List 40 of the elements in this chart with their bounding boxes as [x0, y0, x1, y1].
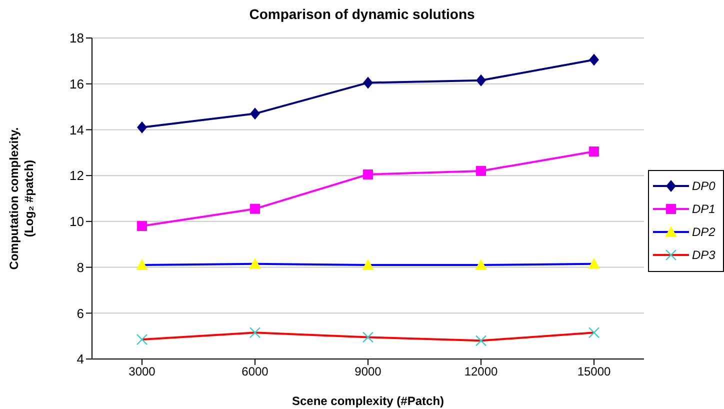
legend-label: DP2 [692, 225, 716, 239]
chart-title: Comparison of dynamic solutions [248, 6, 476, 22]
point [589, 54, 599, 66]
point [249, 258, 261, 269]
x-tick-label: 6000 [242, 364, 269, 379]
y-tick-label: 18 [70, 30, 84, 46]
y-tick-label: 8 [76, 260, 84, 275]
point [362, 258, 374, 270]
point [476, 74, 486, 86]
point [136, 258, 148, 270]
point [362, 332, 374, 343]
x-axis-title: Scene complexity (#Patch) [292, 394, 444, 408]
legend-label: DP1 [692, 202, 716, 216]
x-tick-label: 3000 [128, 364, 156, 379]
point [137, 121, 147, 134]
point [476, 166, 486, 176]
legend-label: DP0 [692, 179, 716, 193]
y-tick-label: 6 [76, 306, 84, 321]
point [475, 258, 487, 270]
y-tick-label: 16 [70, 76, 84, 92]
point [137, 221, 147, 232]
point [588, 258, 600, 269]
y-tick-label: 12 [70, 168, 84, 184]
point [588, 327, 600, 338]
point [250, 204, 260, 214]
point [589, 146, 599, 156]
y-tick-label: 10 [70, 214, 84, 230]
point [250, 108, 260, 120]
point [475, 335, 487, 346]
legend-label: DP3 [692, 248, 716, 262]
y-tick-label: 4 [76, 352, 84, 367]
y-axis-title: Computation complexity. (Log₂ #patch) [7, 127, 36, 270]
point [249, 327, 261, 338]
x-tick-label: 12000 [464, 364, 498, 379]
point [363, 76, 373, 89]
x-tick-label: 9000 [354, 364, 382, 379]
point [363, 169, 373, 180]
y-tick-label: 14 [70, 122, 84, 138]
x-tick-label: 15000 [577, 364, 612, 379]
point [136, 334, 148, 346]
